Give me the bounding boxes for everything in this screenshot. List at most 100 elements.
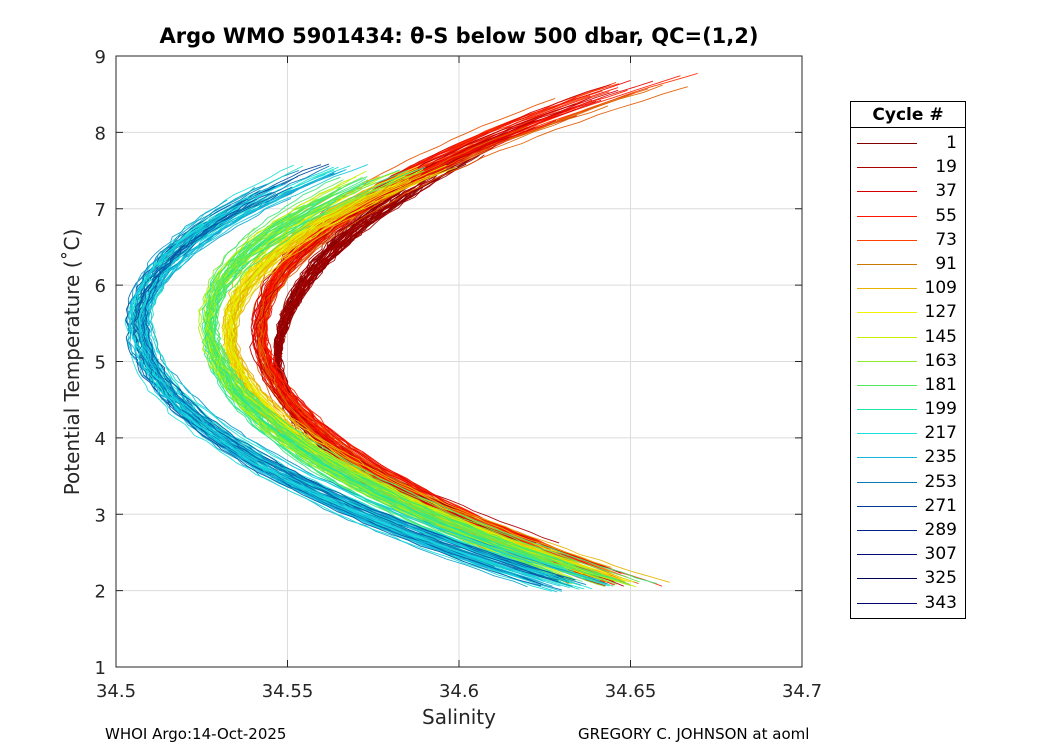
legend-item: 127: [851, 301, 965, 325]
theta-s-profile-line: [130, 212, 570, 589]
legend-label: 343: [924, 592, 957, 613]
legend-item: 1: [851, 132, 965, 156]
theta-s-profile-line: [228, 169, 576, 565]
chart-title: Argo WMO 5901434: θ-S below 500 dbar, QC…: [159, 24, 759, 48]
legend-line-swatch: [857, 457, 917, 459]
x-tick-label: 34.5: [96, 681, 136, 702]
legend-label: 73: [935, 229, 957, 250]
legend-item: 325: [851, 567, 965, 591]
y-tick-label: 5: [95, 353, 106, 374]
legend-items: 1 19 37 55 73 91 109 127 145 163 181 199 217 235 253 27…: [851, 128, 965, 618]
theta-s-profile-line: [208, 213, 617, 585]
y-tick-label: 6: [95, 276, 106, 297]
legend-label: 235: [924, 447, 957, 468]
legend-line-swatch: [857, 409, 917, 411]
legend-line-swatch: [857, 167, 917, 169]
y-tick-label: 3: [95, 505, 106, 526]
legend-label: 55: [935, 205, 957, 226]
legend-item: 109: [851, 277, 965, 301]
legend-title: Cycle #: [851, 102, 965, 128]
x-tick-label: 34.6: [439, 681, 479, 702]
legend-item: 73: [851, 229, 965, 253]
y-tick-label: 9: [95, 47, 106, 68]
legend-label: 181: [924, 374, 957, 395]
legend-item: 271: [851, 495, 965, 519]
axis-ticks: 34.5 34.55 34.6 34.65 34.7 1 2 3 4 5 6 7 8 9: [95, 47, 822, 702]
legend-label: 271: [924, 495, 957, 516]
legend-item: 55: [851, 205, 965, 229]
legend-label: 37: [935, 181, 957, 202]
legend-item: 253: [851, 471, 965, 495]
legend-item: 235: [851, 446, 965, 470]
legend-line-swatch: [857, 578, 917, 580]
legend-label: 19: [935, 157, 957, 178]
legend-label: 253: [924, 471, 957, 492]
legend-line-swatch: [857, 191, 917, 193]
y-tick-label: 4: [95, 429, 106, 450]
y-tick-label: 2: [95, 582, 106, 603]
theta-s-profile-line: [136, 164, 600, 581]
legend-label: 145: [924, 326, 957, 347]
legend-item: 199: [851, 398, 965, 422]
theta-s-profile-line: [206, 171, 605, 587]
legend-item: 289: [851, 519, 965, 543]
legend: Cycle # 1 19 37 55 73 91 109 127 145 163 181 199 217…: [850, 101, 966, 619]
legend-line-swatch: [857, 263, 917, 265]
y-tick-label: 1: [95, 658, 106, 679]
legend-line-swatch: [857, 143, 917, 144]
legend-line-swatch: [857, 530, 917, 531]
legend-item: 19: [851, 156, 965, 180]
theta-s-profile-line: [206, 186, 601, 578]
theta-s-profile-line: [205, 211, 505, 562]
legend-item: 181: [851, 374, 965, 398]
x-tick-label: 34.55: [262, 681, 314, 702]
legend-label: 217: [924, 423, 957, 444]
legend-line-swatch: [857, 239, 917, 241]
y-tick-label: 7: [95, 200, 106, 221]
theta-s-profile-line: [202, 227, 579, 563]
legend-item: 217: [851, 422, 965, 446]
legend-item: 307: [851, 543, 965, 567]
y-tick-label: 8: [95, 123, 106, 144]
legend-line-swatch: [857, 554, 917, 556]
legend-line-swatch: [857, 312, 917, 314]
legend-item: 163: [851, 350, 965, 374]
theta-s-profile-line: [142, 205, 559, 581]
theta-s-profile-line: [259, 79, 631, 565]
legend-label: 289: [924, 520, 957, 540]
legend-item: 145: [851, 326, 965, 350]
legend-line-swatch: [857, 288, 917, 290]
legend-label: 91: [935, 253, 957, 274]
legend-label: 127: [924, 302, 957, 323]
theta-s-profile-line: [143, 208, 546, 576]
legend-line-swatch: [857, 602, 917, 604]
legend-line-swatch: [857, 505, 917, 507]
footer-source-date: WHOI Argo:14-Oct-2025: [105, 725, 287, 743]
x-tick-label: 34.65: [605, 681, 657, 702]
legend-label: 325: [924, 568, 957, 589]
x-tick-label: 34.7: [782, 681, 822, 702]
y-axis-label: Potential Temperature (˚C): [60, 228, 84, 496]
theta-s-profile-line: [211, 219, 532, 563]
theta-s-profiles: [124, 72, 698, 593]
legend-line-swatch: [857, 481, 917, 483]
legend-item: 37: [851, 180, 965, 204]
theta-s-profile-line: [206, 176, 587, 569]
theta-s-profile-line: [144, 198, 576, 581]
legend-label: 109: [924, 278, 957, 299]
footer-author: GREGORY C. JOHNSON at aoml: [578, 725, 810, 743]
theta-s-profile-line: [206, 179, 640, 583]
legend-label: 199: [924, 399, 957, 420]
theta-s-profile-line: [129, 190, 535, 578]
legend-item: 343: [851, 592, 965, 616]
legend-line-swatch: [857, 360, 917, 362]
legend-line-swatch: [857, 384, 917, 386]
theta-s-profile-line: [259, 84, 622, 574]
legend-item: 91: [851, 253, 965, 277]
legend-label: 163: [924, 350, 957, 371]
theta-s-profile-line: [205, 200, 554, 574]
legend-label: 1: [946, 133, 957, 153]
legend-line-swatch: [857, 336, 917, 338]
theta-s-profile-line: [273, 186, 545, 544]
x-axis-label: Salinity: [422, 705, 496, 729]
